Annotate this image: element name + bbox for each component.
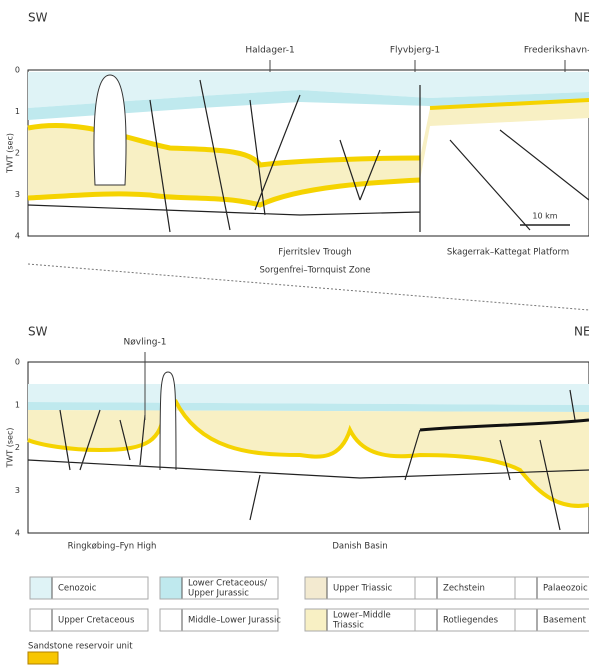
faults: [27, 79, 589, 233]
legend-label: Upper Jurassic: [188, 589, 249, 599]
tick-label: 4: [15, 529, 20, 538]
legend-label: Zechstein: [443, 584, 485, 594]
lower-cretaceous: [28, 90, 589, 120]
legend-box: [514, 576, 589, 600]
side-label: NE: [574, 11, 589, 25]
legend-label: Lower Cretaceous/: [188, 579, 267, 589]
faults: [27, 389, 589, 531]
legend-label: Lower–Middle: [333, 611, 391, 621]
tick-label: 3: [15, 190, 20, 199]
reservoir: [27, 399, 589, 508]
legend-label: Upper Cretaceous: [58, 616, 135, 626]
legend-box: [159, 576, 279, 600]
well-label: Flyvbjerg-1: [390, 46, 440, 56]
axis-label: TWT (sec): [6, 428, 15, 469]
tick-label: 0: [15, 358, 20, 367]
tick-label: 1: [15, 107, 20, 116]
axis-label: TWT (sec): [6, 133, 15, 174]
legend-swatch: [29, 576, 53, 600]
legend-swatch: [304, 576, 328, 600]
wells: [269, 60, 566, 72]
legend-label: Cenozoic: [58, 584, 97, 594]
legend-swatch: [304, 608, 328, 632]
zone-label: Fjerritslev Trough: [278, 248, 351, 258]
legend-label: Basement: [543, 616, 587, 626]
well-label: Nøvling-1: [124, 338, 167, 348]
well-label: Frederikshavn-1: [524, 46, 589, 56]
legend-box: [514, 608, 589, 632]
legend-label: Rotliegendes: [443, 616, 499, 626]
cenozoic: [28, 72, 589, 108]
legend-swatch: [159, 576, 183, 600]
legend-swatch: [29, 608, 53, 632]
section-2-geology: [27, 352, 589, 534]
side-label: NE: [574, 325, 589, 339]
tick-label: 4: [15, 232, 20, 241]
tick-label: 0: [15, 66, 20, 75]
tick-label: 2: [15, 443, 20, 452]
legend-swatch: [414, 608, 438, 632]
salt-dome: [93, 74, 127, 186]
legend-label: Upper Triassic: [333, 584, 393, 594]
legend-swatch: [514, 576, 538, 600]
legend-swatch: [514, 608, 538, 632]
legend-swatch: [414, 576, 438, 600]
reservoir: [429, 98, 589, 110]
triassic: [28, 400, 589, 506]
section-1-geology: [27, 60, 589, 237]
legend-swatch: [159, 608, 183, 632]
side-label: SW: [28, 11, 48, 25]
zone-label: Skagerrak–Kattegat Platform: [447, 248, 569, 258]
zone-label: Ringkøbing–Fyn High: [68, 542, 157, 552]
zechstein: [419, 418, 589, 432]
tick-label: 2: [15, 149, 20, 158]
zone-label: Danish Basin: [332, 542, 387, 552]
triassic: [28, 100, 589, 205]
legend-box: [159, 608, 279, 632]
reservoir: [27, 177, 421, 208]
tick-label: 1: [15, 400, 20, 409]
cenozoic: [28, 384, 589, 405]
legend-label: Triassic: [332, 621, 364, 631]
scale-label: 10 km: [532, 212, 557, 221]
legend-label: Middle–Lower Jurassic: [188, 616, 281, 626]
legend-box: [29, 608, 149, 632]
legend-label: Sandstone reservoir unit: [28, 642, 133, 652]
link-line: [27, 263, 589, 311]
legend-box: [29, 576, 149, 600]
well-label: Haldager-1: [245, 46, 294, 56]
legend-label: Palaeozoic: [543, 584, 588, 594]
side-label: SW: [28, 325, 48, 339]
legend-swatch: [27, 651, 59, 665]
tick-label: 3: [15, 486, 20, 495]
zone-label: Sorgenfrei–Tornquist Zone: [259, 266, 370, 276]
salt-dome: [159, 371, 177, 471]
